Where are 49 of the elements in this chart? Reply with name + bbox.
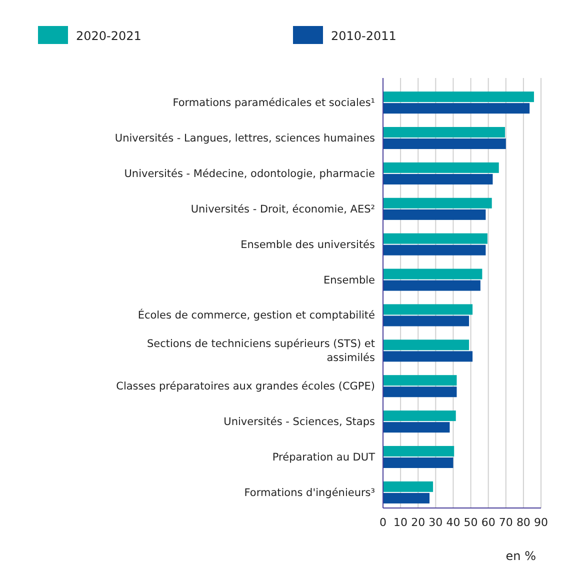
- bar: [383, 316, 470, 326]
- bar: [383, 198, 492, 208]
- x-tick-label: 50: [464, 516, 478, 529]
- x-tick-label: 90: [534, 516, 548, 529]
- bar: [383, 446, 454, 456]
- bar: [383, 174, 493, 184]
- x-tick-label: 10: [394, 516, 408, 529]
- y-tick-label: Écoles de commerce, gestion et comptabilité: [138, 308, 375, 322]
- bar: [383, 103, 530, 114]
- bar: [383, 481, 434, 492]
- x-tick-label: 40: [446, 516, 460, 529]
- bar: [383, 410, 456, 422]
- bar: [383, 351, 473, 362]
- y-tick-label: Ensemble des universités: [240, 238, 375, 251]
- bar: [383, 340, 470, 350]
- x-tick-label: 70: [498, 516, 513, 529]
- x-tick-label: 80: [516, 516, 530, 529]
- bar: [383, 386, 457, 398]
- bar: [383, 304, 473, 315]
- bar: [383, 457, 454, 468]
- bar: [383, 209, 486, 220]
- y-tick-label: Formations paramédicales et sociales¹: [172, 96, 375, 109]
- bar: [383, 268, 482, 280]
- bar: [383, 280, 480, 291]
- x-tick-label: 0: [380, 516, 386, 529]
- y-tick-label: Universités - Médecine, odontologie, pharmacie: [124, 168, 375, 180]
- y-tick-label: Classes préparatoires aux grandes écoles (CGPE): [116, 380, 375, 392]
- y-tick-label: Formations d'ingénieurs³: [244, 486, 375, 499]
- y-tick-label: Sections de techniciens supérieurs (STS) et assimilés: [146, 338, 375, 364]
- x-tick-label: 60: [481, 516, 496, 529]
- bar: [383, 126, 506, 138]
- x-tick-label: 20: [411, 516, 426, 529]
- bar: [383, 92, 534, 102]
- bar: [383, 375, 457, 386]
- x-axis-title: en %: [506, 549, 536, 563]
- bar: [383, 138, 506, 150]
- legend-label: 2010-2011: [331, 29, 396, 43]
- y-tick-label: Universités - Langues, lettres, sciences humaines: [114, 132, 375, 144]
- y-tick-label: Ensemble: [324, 274, 375, 286]
- bar: [383, 233, 488, 244]
- y-tick-label: Universités - Droit, économie, AES²: [190, 203, 375, 216]
- y-tick-label: Universités - Sciences, Staps: [224, 416, 375, 428]
- bar: [383, 162, 499, 173]
- legend-label: 2020-2021: [76, 29, 142, 43]
- bar: [383, 244, 486, 256]
- y-tick-label: Préparation au DUT: [272, 451, 376, 464]
- bar: [383, 422, 450, 433]
- x-tick-label: 30: [428, 516, 443, 529]
- bar: [383, 492, 430, 504]
